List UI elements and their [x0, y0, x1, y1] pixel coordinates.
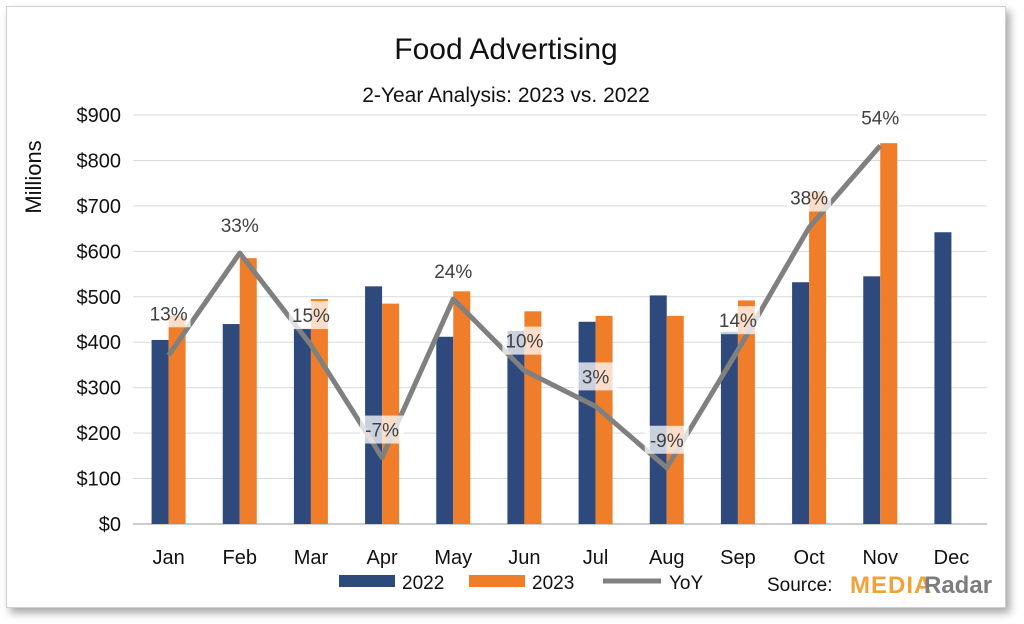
yoy-label-bg — [431, 257, 476, 286]
yoy-label-feb: 33% — [221, 216, 259, 237]
x-tick-label: Dec — [934, 547, 970, 569]
y-tick-label: $400 — [77, 332, 122, 354]
y-tick-label: $200 — [77, 423, 122, 445]
chart-subtitle: 2-Year Analysis: 2023 vs. 2022 — [362, 84, 650, 107]
yoy-label-jan: 13% — [150, 304, 188, 325]
bar-2022-dec — [934, 232, 952, 524]
bar-2022-jul — [578, 321, 596, 524]
x-tick-label: Oct — [794, 547, 826, 569]
bar-2023-sep — [737, 300, 755, 524]
y-axis-label: Millions — [21, 140, 46, 213]
bar-2022-nov — [863, 276, 881, 524]
bar-2022-jun — [507, 330, 525, 524]
yoy-label-jul: 3% — [582, 367, 610, 388]
y-tick-label: $500 — [77, 287, 122, 309]
yoy-label-bg — [217, 211, 262, 240]
legend-label-yoy: YoY — [669, 573, 703, 594]
y-axis-ticks: $0 $100 $200 $300 $400 $500 $600 $700 $800 $900 — [77, 105, 122, 536]
x-tick-label: Aug — [649, 547, 685, 569]
yoy-label-nov: 54% — [861, 109, 899, 130]
legend-label-2023: 2023 — [532, 573, 574, 594]
bar-2023-oct — [809, 191, 827, 524]
x-tick-label: Apr — [367, 547, 398, 569]
source-credit: Source: MEDIA Radar — [767, 572, 992, 599]
bar-2022-may — [436, 336, 454, 524]
yoy-label-bg — [644, 425, 689, 454]
yoy-label-sep: 14% — [719, 311, 757, 332]
yoy-labels: 13% 33% 15% -7% 24% 10% 3% -9% 14% 38% 54% — [146, 103, 903, 454]
chart-card: Food Advertising 2-Year Analysis: 2023 v… — [6, 6, 1006, 608]
y-tick-label: $900 — [77, 105, 122, 127]
bar-2023-may — [453, 291, 471, 524]
x-tick-label: Nov — [862, 547, 898, 569]
bar-2022-feb — [222, 324, 240, 524]
bar-2022-jan — [151, 339, 169, 524]
yoy-label-aug: -9% — [650, 431, 684, 452]
x-tick-label: Feb — [223, 547, 257, 569]
bar-2023-feb — [239, 258, 257, 524]
yoy-line — [166, 144, 883, 471]
food-advertising-chart: Food Advertising 2-Year Analysis: 2023 v… — [21, 33, 992, 599]
mediaradar-logo-secondary: Radar — [924, 572, 992, 599]
x-tick-label: Jan — [152, 547, 184, 569]
bar-2023-nov — [880, 143, 898, 525]
y-tick-label: $0 — [99, 514, 121, 536]
yoy-label-may: 24% — [434, 262, 472, 283]
mediaradar-logo-primary: MEDIA — [850, 572, 932, 599]
x-tick-label: Jun — [508, 547, 540, 569]
yoy-label-bg — [146, 299, 191, 328]
source-label: Source: — [767, 575, 832, 596]
x-tick-label: Sep — [720, 547, 756, 569]
bars — [151, 143, 952, 525]
bar-2023-mar — [310, 299, 328, 524]
yoy-label-bg — [715, 306, 760, 335]
bar-2022-aug — [649, 295, 667, 524]
yoy-label-mar: 15% — [292, 306, 330, 327]
yoy-label-bg — [858, 103, 903, 132]
chart-title: Food Advertising — [394, 33, 617, 66]
yoy-label-apr: -7% — [365, 421, 399, 442]
y-tick-label: $300 — [77, 378, 122, 400]
bar-2023-jan — [168, 315, 186, 524]
bar-2023-aug — [666, 315, 684, 524]
yoy-label-jun: 10% — [505, 332, 543, 353]
legend-swatch-2022 — [339, 575, 395, 587]
yoy-label-oct: 38% — [790, 188, 828, 209]
bar-2022-sep — [720, 331, 738, 524]
legend-swatch-2023 — [469, 575, 525, 587]
yoy-label-bg — [360, 415, 405, 444]
y-tick-label: $100 — [77, 469, 122, 491]
yoy-label-bg — [288, 301, 333, 330]
yoy-label-bg — [502, 326, 547, 355]
yoy-label-bg — [573, 362, 618, 391]
bar-2023-jun — [524, 311, 542, 524]
x-tick-label: Jul — [583, 547, 609, 569]
bar-2022-mar — [293, 328, 311, 524]
y-tick-label: $700 — [77, 196, 122, 218]
bar-2022-oct — [792, 282, 810, 524]
x-tick-label: May — [434, 547, 472, 569]
y-tick-label: $600 — [77, 241, 122, 263]
yoy-label-bg — [787, 183, 832, 212]
gridlines — [133, 114, 987, 525]
legend-label-2022: 2022 — [402, 573, 444, 594]
x-tick-label: Mar — [294, 547, 329, 569]
bar-2023-apr — [382, 303, 400, 524]
legend: 2022 2023 YoY — [339, 573, 703, 594]
y-tick-label: $800 — [77, 150, 122, 172]
x-axis-ticks: Jan Feb Mar Apr May Jun Jul Aug Sep Oct Nov Dec — [152, 547, 969, 569]
bar-2022-apr — [365, 286, 383, 524]
